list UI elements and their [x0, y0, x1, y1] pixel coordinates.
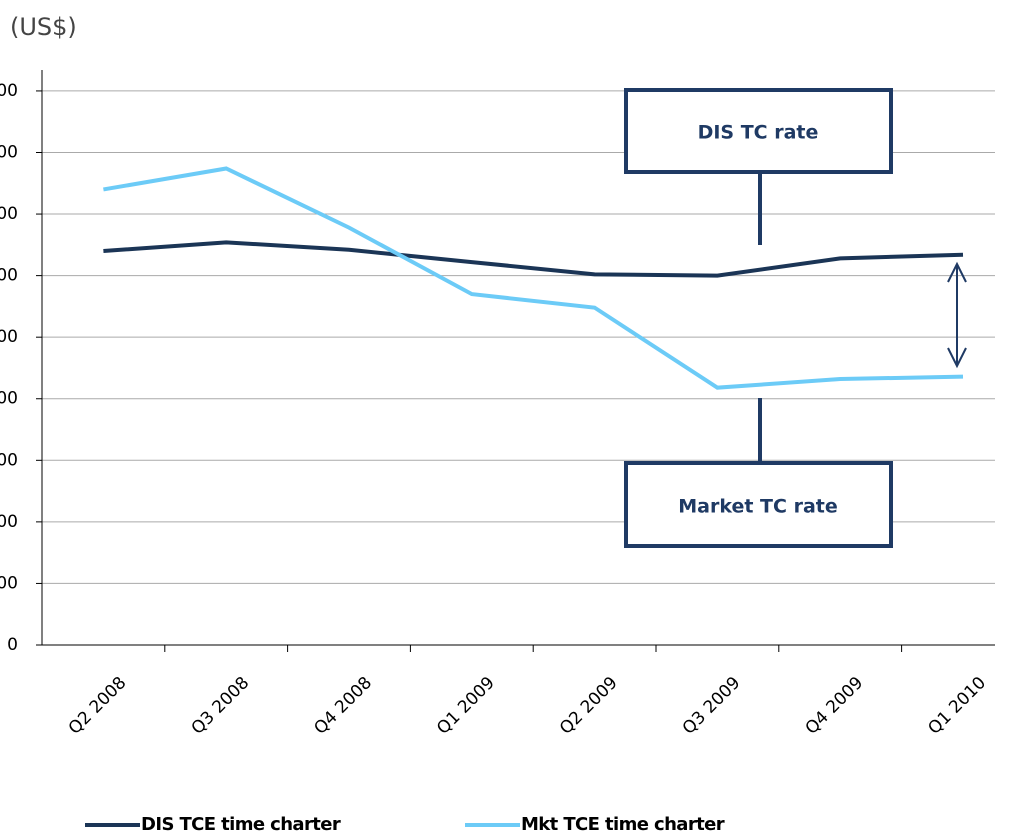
x-tick-label: Q3 2009 [679, 673, 745, 739]
y-tick-label: 45,000 [0, 81, 18, 101]
y-tick-label: 40,000 [0, 142, 18, 162]
legend-label: Mkt TCE time charter [521, 814, 725, 835]
y-tick-label: 15,000 [0, 450, 18, 470]
x-tick-label: Q1 2010 [924, 673, 990, 739]
annotation-text: Market TC rate [678, 496, 838, 518]
market-annotation: Market TC rate [624, 398, 893, 548]
annotation-box [624, 461, 893, 548]
y-tick-label: 20,000 [0, 389, 18, 409]
x-tick-label: Q4 2008 [310, 673, 376, 739]
arrow-head [947, 347, 967, 369]
arrow-head [947, 261, 967, 283]
x-tick-label: Q2 2009 [556, 673, 622, 739]
x-tick-label: Q2 2008 [65, 673, 131, 739]
y-tick-label: 10,000 [0, 512, 18, 532]
gap-arrow [947, 261, 967, 369]
dis-annotation: DIS TC rate [624, 88, 893, 245]
y-tick-label: 5,000 [0, 573, 18, 593]
plot: 0 5,000 10,000 15,000 20,000 25,000 30,000 35,0… [0, 70, 995, 835]
y-tick-label: 30,000 [0, 266, 18, 286]
x-tick-label: Q4 2009 [802, 673, 868, 739]
x-tick-label: Q3 2008 [188, 673, 254, 739]
y-axis-label: (US$) [10, 13, 77, 41]
y-tick-label: 35,000 [0, 204, 18, 224]
y-tick-label: 25,000 [0, 327, 18, 347]
legend-label: DIS TCE time charter [141, 814, 341, 835]
x-tick-label: Q1 2009 [433, 673, 499, 739]
annotation-text: DIS TC rate [698, 122, 819, 144]
series-line [103, 166, 964, 390]
series-line [103, 240, 964, 278]
annotation-box [624, 88, 893, 174]
y-tick-label: 0 [7, 635, 18, 655]
